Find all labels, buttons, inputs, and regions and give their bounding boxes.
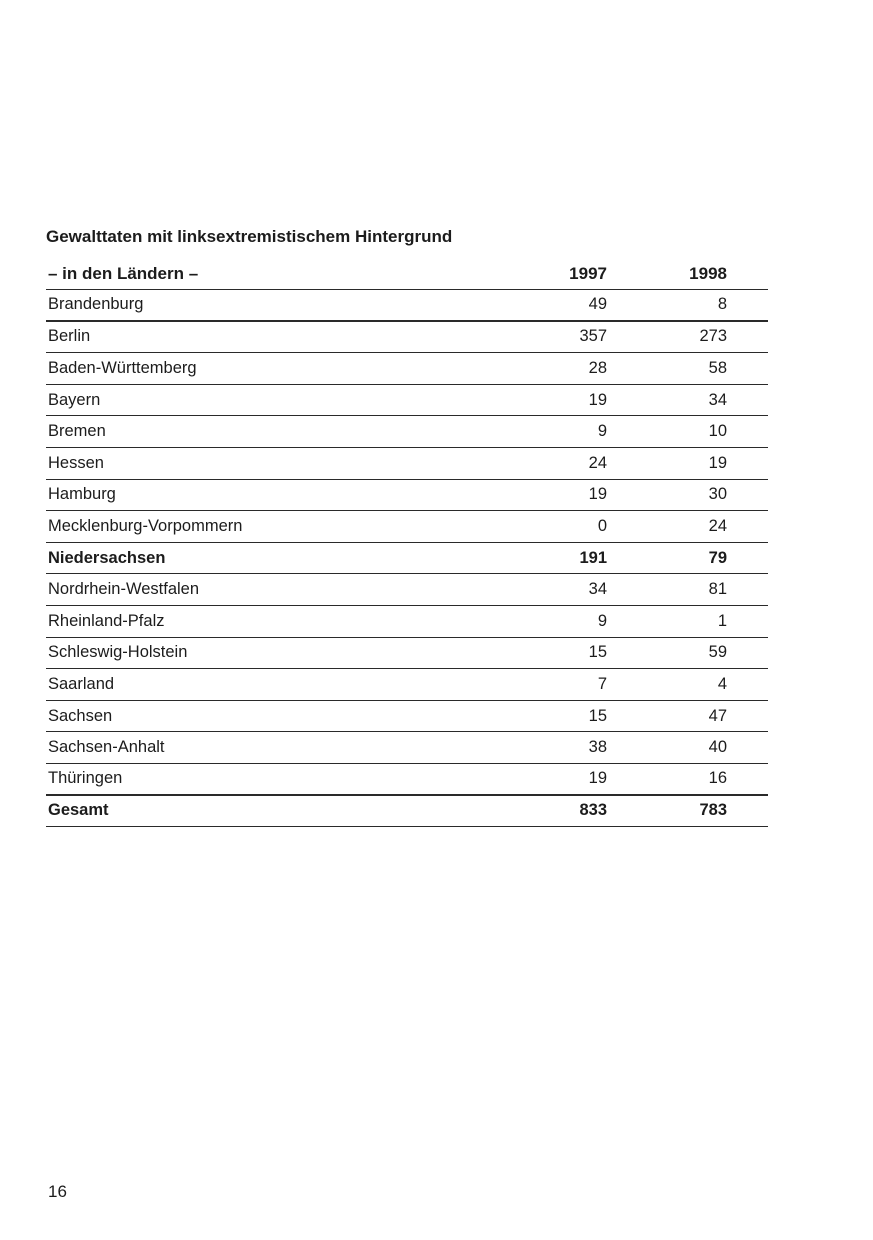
table-section: Gewalttaten mit linksextremistischem Hin… — [46, 226, 768, 828]
value-1997-cell: 15 — [588, 643, 607, 662]
table-row: Berlin 357 273 — [46, 322, 768, 354]
table-row: Gesamt 833 783 — [46, 796, 768, 828]
column-header-1998: 1998 — [689, 263, 727, 283]
state-name-cell: Baden-Württemberg — [48, 358, 197, 377]
value-1998-cell: 81 — [708, 580, 727, 599]
value-1998-cell: 34 — [708, 390, 727, 409]
value-1997-cell: 49 — [588, 295, 607, 314]
value-1997-cell: 19 — [588, 390, 607, 409]
states-table: – in den Ländern – 1997 1998 Brandenburg… — [46, 258, 768, 828]
value-1998-cell: 58 — [708, 358, 727, 377]
value-1997-cell: 19 — [588, 485, 607, 504]
table-row: Brandenburg 49 8 — [46, 290, 768, 322]
state-name-cell: Niedersachsen — [48, 548, 166, 567]
value-1997-cell: 191 — [579, 548, 607, 567]
table-row: Saarland 7 4 — [46, 669, 768, 701]
value-1998-cell: 8 — [717, 295, 727, 314]
value-1998-cell: 16 — [708, 769, 727, 788]
table-row: Nordrhein-Westfalen 34 81 — [46, 574, 768, 606]
table-row: Sachsen-Anhalt 38 40 — [46, 732, 768, 764]
state-name-cell: Berlin — [48, 327, 91, 346]
value-1997-cell: 7 — [597, 674, 607, 693]
value-1998-cell: 10 — [708, 422, 727, 441]
column-header-1997: 1997 — [569, 263, 607, 283]
table-row: Bayern 19 34 — [46, 385, 768, 417]
value-1997-cell: 19 — [588, 769, 607, 788]
value-1998-cell: 40 — [708, 738, 727, 757]
state-name-cell: Schleswig-Holstein — [48, 643, 188, 662]
value-1997-cell: 34 — [588, 580, 607, 599]
table-row: Hamburg 19 30 — [46, 480, 768, 512]
value-1998-cell: 30 — [708, 485, 727, 504]
table-row: Sachsen 15 47 — [46, 701, 768, 733]
value-1997-cell: 38 — [588, 738, 607, 757]
value-1997-cell: 9 — [597, 611, 607, 630]
value-1998-cell: 59 — [708, 643, 727, 662]
state-name-cell: Sachsen — [48, 706, 113, 725]
state-name-cell: Saarland — [48, 674, 115, 693]
state-name-cell: Thüringen — [48, 769, 123, 788]
state-name-cell: Rheinland-Pfalz — [48, 611, 165, 630]
table-row: Rheinland-Pfalz 9 1 — [46, 606, 768, 638]
value-1997-cell: 15 — [588, 706, 607, 725]
table-row: Thüringen 19 16 — [46, 764, 768, 796]
state-name-cell: Nordrhein-Westfalen — [48, 580, 200, 599]
value-1997-cell: 357 — [579, 327, 607, 346]
table-body: Brandenburg 49 8 Berlin 357 273 Baden-Wü… — [46, 290, 768, 828]
value-1998-cell: 783 — [699, 801, 727, 820]
table-header-label: – in den Ländern – — [48, 263, 199, 283]
value-1998-cell: 1 — [717, 611, 727, 630]
table-row: Schleswig-Holstein 15 59 — [46, 638, 768, 670]
table-row: Niedersachsen 191 79 — [46, 543, 768, 575]
table-row: Baden-Württemberg 28 58 — [46, 353, 768, 385]
table-title: Gewalttaten mit linksextremistischem Hin… — [46, 227, 453, 246]
state-name-cell: Sachsen-Anhalt — [48, 738, 165, 757]
value-1998-cell: 19 — [708, 453, 727, 472]
value-1997-cell: 28 — [588, 358, 607, 377]
value-1998-cell: 47 — [708, 706, 727, 725]
value-1997-cell: 24 — [588, 453, 607, 472]
value-1997-cell: 0 — [597, 516, 607, 535]
value-1997-cell: 833 — [579, 801, 607, 820]
value-1998-cell: 79 — [708, 548, 727, 567]
table-row: Hessen 24 19 — [46, 448, 768, 480]
state-name-cell: Mecklenburg-Vorpommern — [48, 516, 243, 535]
table-row: Mecklenburg-Vorpommern 0 24 — [46, 511, 768, 543]
state-name-cell: Bremen — [48, 422, 106, 441]
table-row: Bremen 9 10 — [46, 416, 768, 448]
state-name-cell: Gesamt — [48, 801, 109, 820]
state-name-cell: Brandenburg — [48, 295, 144, 314]
value-1998-cell: 4 — [717, 674, 727, 693]
value-1998-cell: 24 — [708, 516, 727, 535]
value-1997-cell: 9 — [597, 422, 607, 441]
state-name-cell: Hessen — [48, 453, 104, 472]
value-1998-cell: 273 — [699, 327, 727, 346]
page-number: 16 — [48, 1182, 67, 1201]
state-name-cell: Bayern — [48, 390, 101, 409]
state-name-cell: Hamburg — [48, 485, 116, 504]
table-header-row: – in den Ländern – 1997 1998 — [46, 258, 768, 290]
